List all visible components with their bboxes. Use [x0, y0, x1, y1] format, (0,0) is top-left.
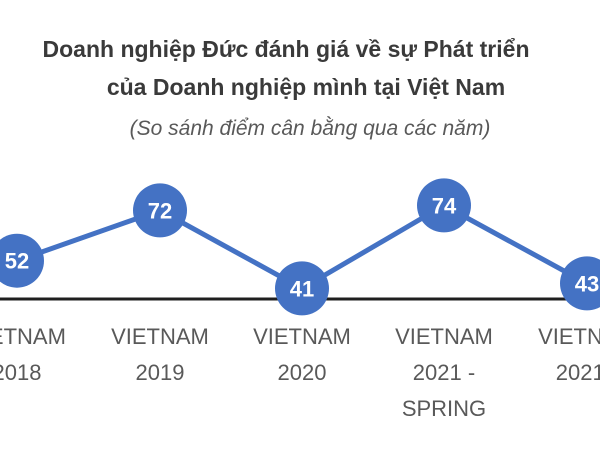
x-tick-label-1-1: 2019 — [136, 360, 185, 385]
data-point-1 — [133, 183, 187, 238]
data-point-0 — [0, 233, 44, 288]
x-tick-label-2-0: VIETNAM — [253, 324, 351, 349]
x-tick-label-3-2: SPRING — [402, 396, 486, 421]
data-point-4 — [560, 256, 600, 311]
x-tick-label-3-1: 2021 - — [413, 360, 475, 385]
chart-title-line-1: Doanh nghiệp Đức đánh giá về sự Phát tri… — [42, 36, 530, 62]
data-label-1: 72 — [148, 198, 172, 223]
x-tick-label-1-0: VIETNAM — [111, 324, 209, 349]
x-tick-label-4-1: 2021 - — [556, 360, 600, 385]
data-label-4: 43 — [575, 271, 599, 296]
x-tick-label-0-1: 2018 — [0, 360, 41, 385]
x-tick-label-4-0: VIETNAM — [538, 324, 600, 349]
x-tick-label-2-1: 2020 — [278, 360, 327, 385]
x-tick-label-3-0: VIETNAM — [395, 324, 493, 349]
x-tick-label-0-0: VIETNAM — [0, 324, 66, 349]
data-label-3: 74 — [432, 193, 457, 218]
data-label-2: 41 — [290, 276, 314, 301]
chart-title-line-2: của Doanh nghiệp mình tại Việt Nam — [106, 74, 506, 100]
data-label-0: 52 — [5, 249, 29, 274]
data-point-3 — [417, 178, 471, 233]
chart-subtitle: (So sánh điểm cân bằng qua các năm) — [129, 117, 491, 140]
data-point-2 — [275, 261, 329, 316]
